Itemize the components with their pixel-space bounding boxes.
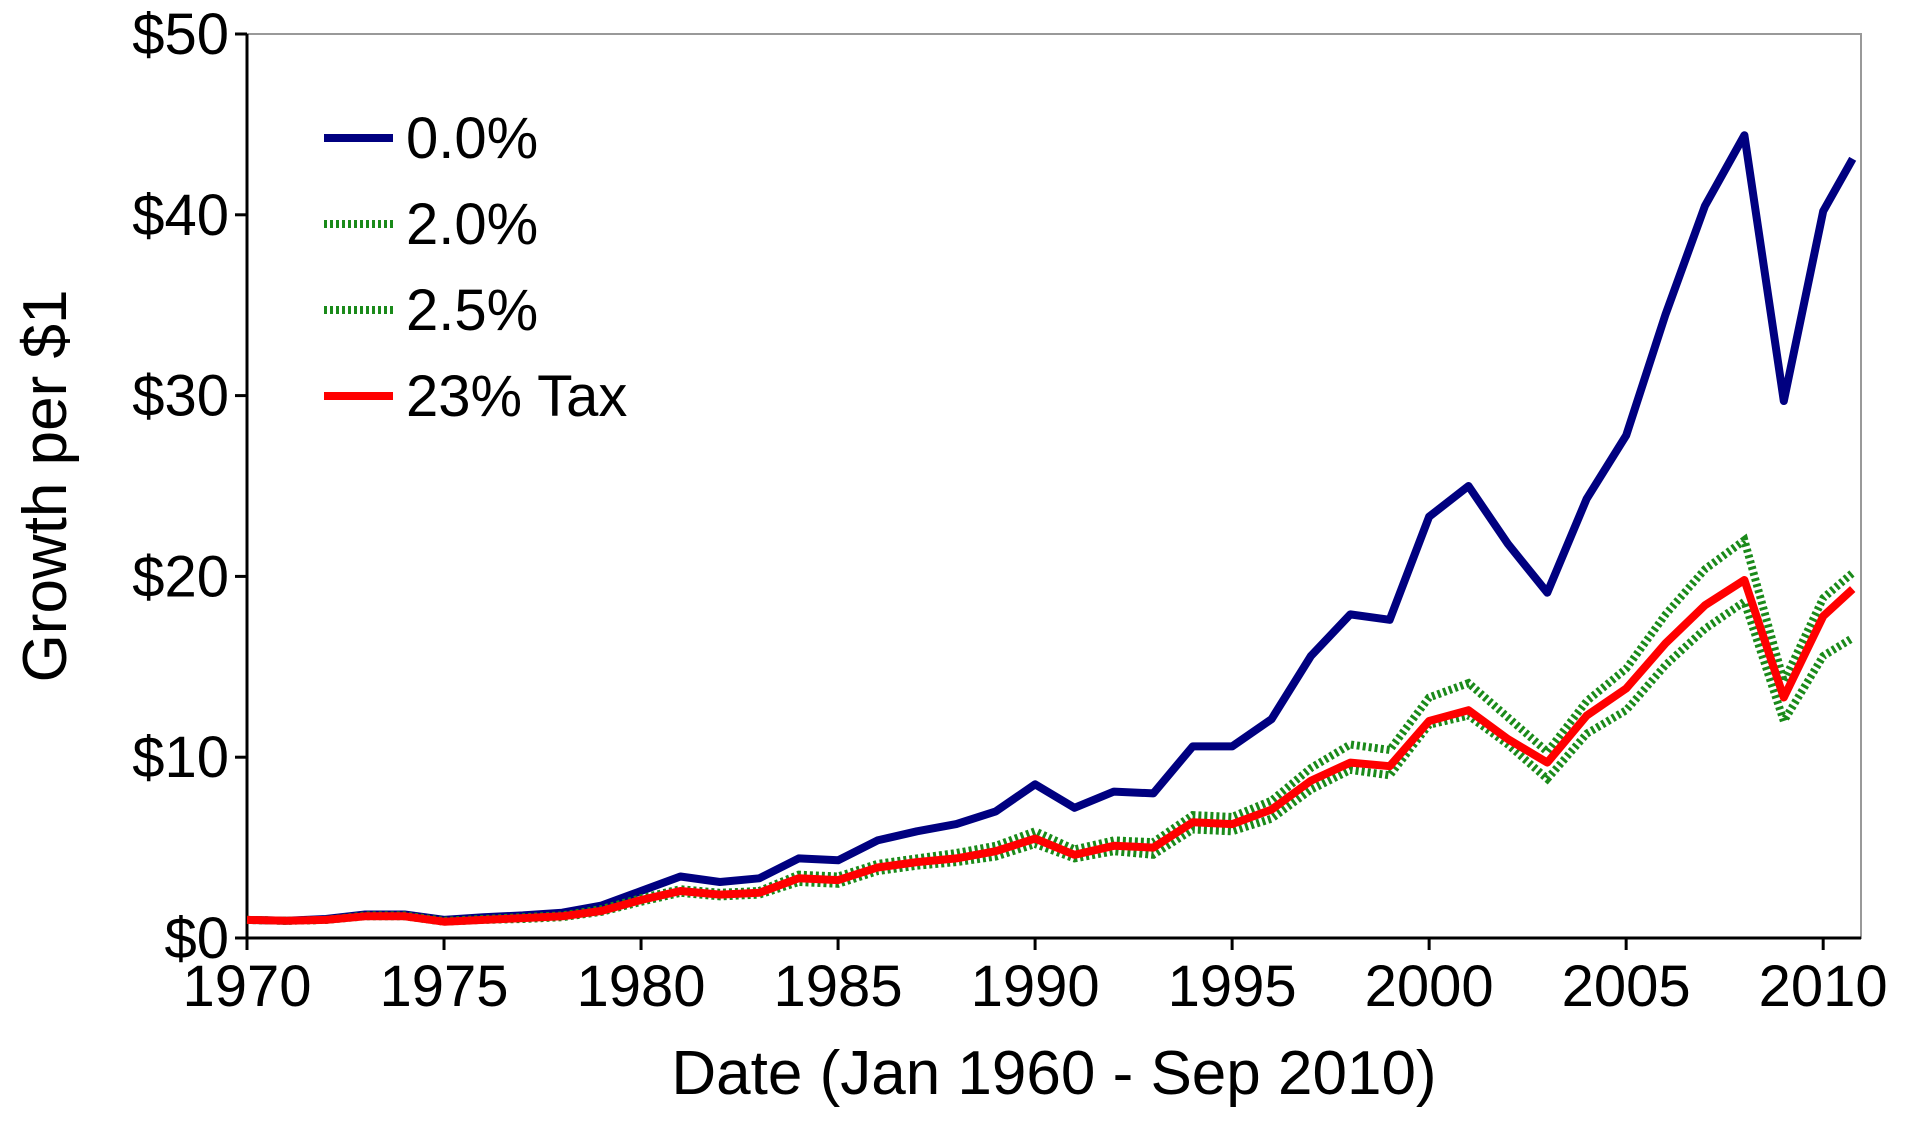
legend-label: 2.5% <box>406 278 538 343</box>
x-axis-title: Date (Jan 1960 - Sep 2010) <box>671 1039 1436 1108</box>
y-axis-title: Growth per $1 <box>11 290 80 683</box>
x-tick-label: 1970 <box>182 954 311 1019</box>
x-tick-label: 1990 <box>971 954 1100 1019</box>
series-line <box>246 595 1855 926</box>
y-tick-label: $0 <box>164 906 229 971</box>
y-tick-label: $50 <box>132 2 229 67</box>
legend-label: 0.0% <box>406 106 538 171</box>
y-tick-label: $40 <box>132 183 229 248</box>
series-line <box>246 576 1856 926</box>
x-tick-label: 2010 <box>1759 954 1888 1019</box>
y-tick-label: $20 <box>132 544 229 609</box>
x-tick-label: 2000 <box>1365 954 1494 1019</box>
y-tick-label: $30 <box>132 364 229 429</box>
y-tick-label: $10 <box>132 725 229 790</box>
series-line <box>246 533 1856 925</box>
legend-label: 23% Tax <box>406 364 627 429</box>
x-tick-label: 2005 <box>1562 954 1691 1019</box>
x-tick-label: 1975 <box>380 954 509 1019</box>
legend-label: 2.0% <box>406 192 538 257</box>
x-tick-label: 1980 <box>577 954 706 1019</box>
x-tick-label: 1985 <box>774 954 903 1019</box>
x-tick-label: 1995 <box>1168 954 1297 1019</box>
